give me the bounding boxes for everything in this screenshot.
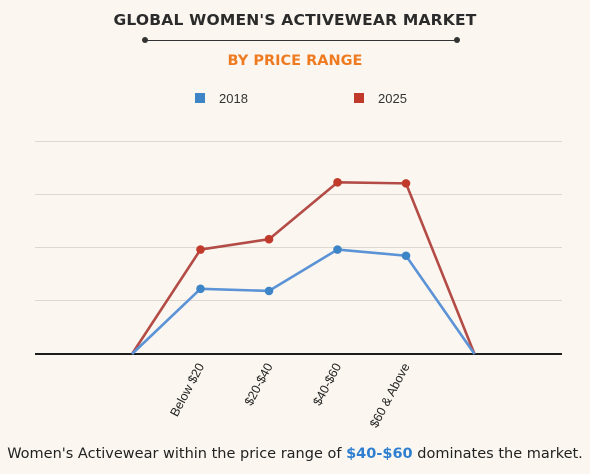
x-tick-label-3: $40-$60: [310, 361, 344, 408]
data-point-2025-2: [264, 234, 274, 244]
legend-label-2025: 2025: [378, 90, 407, 106]
series-line-2025: [130, 181, 476, 355]
legend-label-2018: 2018: [219, 90, 248, 106]
x-tick-label-1: Below $20: [167, 361, 207, 419]
legend-item-2018: 2018: [195, 90, 248, 106]
data-point-2025-1: [196, 245, 205, 254]
footer-text-before: Women's Activewear within the price rang…: [7, 446, 347, 462]
title-divider-left-dot: [142, 37, 148, 43]
footer-highlight: $40-$60: [346, 446, 413, 462]
title-divider: [145, 40, 457, 41]
data-point-2018-2: [264, 286, 274, 296]
data-point-2018-4: [401, 251, 411, 261]
footer-text-after: dominates the market.: [412, 446, 583, 462]
legend-swatch-2018: [195, 93, 205, 103]
x-tick-label-2: $20-$40: [242, 361, 276, 408]
data-point-2018-1: [196, 284, 205, 294]
data-point-2018-3: [333, 245, 342, 254]
chart-subtitle: BY PRICE RANGE: [227, 53, 363, 69]
data-point-2025-4: [401, 179, 411, 188]
legend-item-2025: 2025: [354, 90, 407, 106]
legend-swatch-2025: [354, 93, 364, 103]
chart-title: GLOBAL WOMEN'S ACTIVEWEAR MARKET: [113, 11, 477, 29]
series-line-2018: [131, 248, 476, 355]
footer-note: Women's Activewear within the price rang…: [0, 446, 590, 462]
data-point-2025-3: [333, 178, 342, 187]
x-tick-label-4: $60 & Above: [367, 361, 413, 430]
title-divider-right-dot: [454, 37, 460, 43]
